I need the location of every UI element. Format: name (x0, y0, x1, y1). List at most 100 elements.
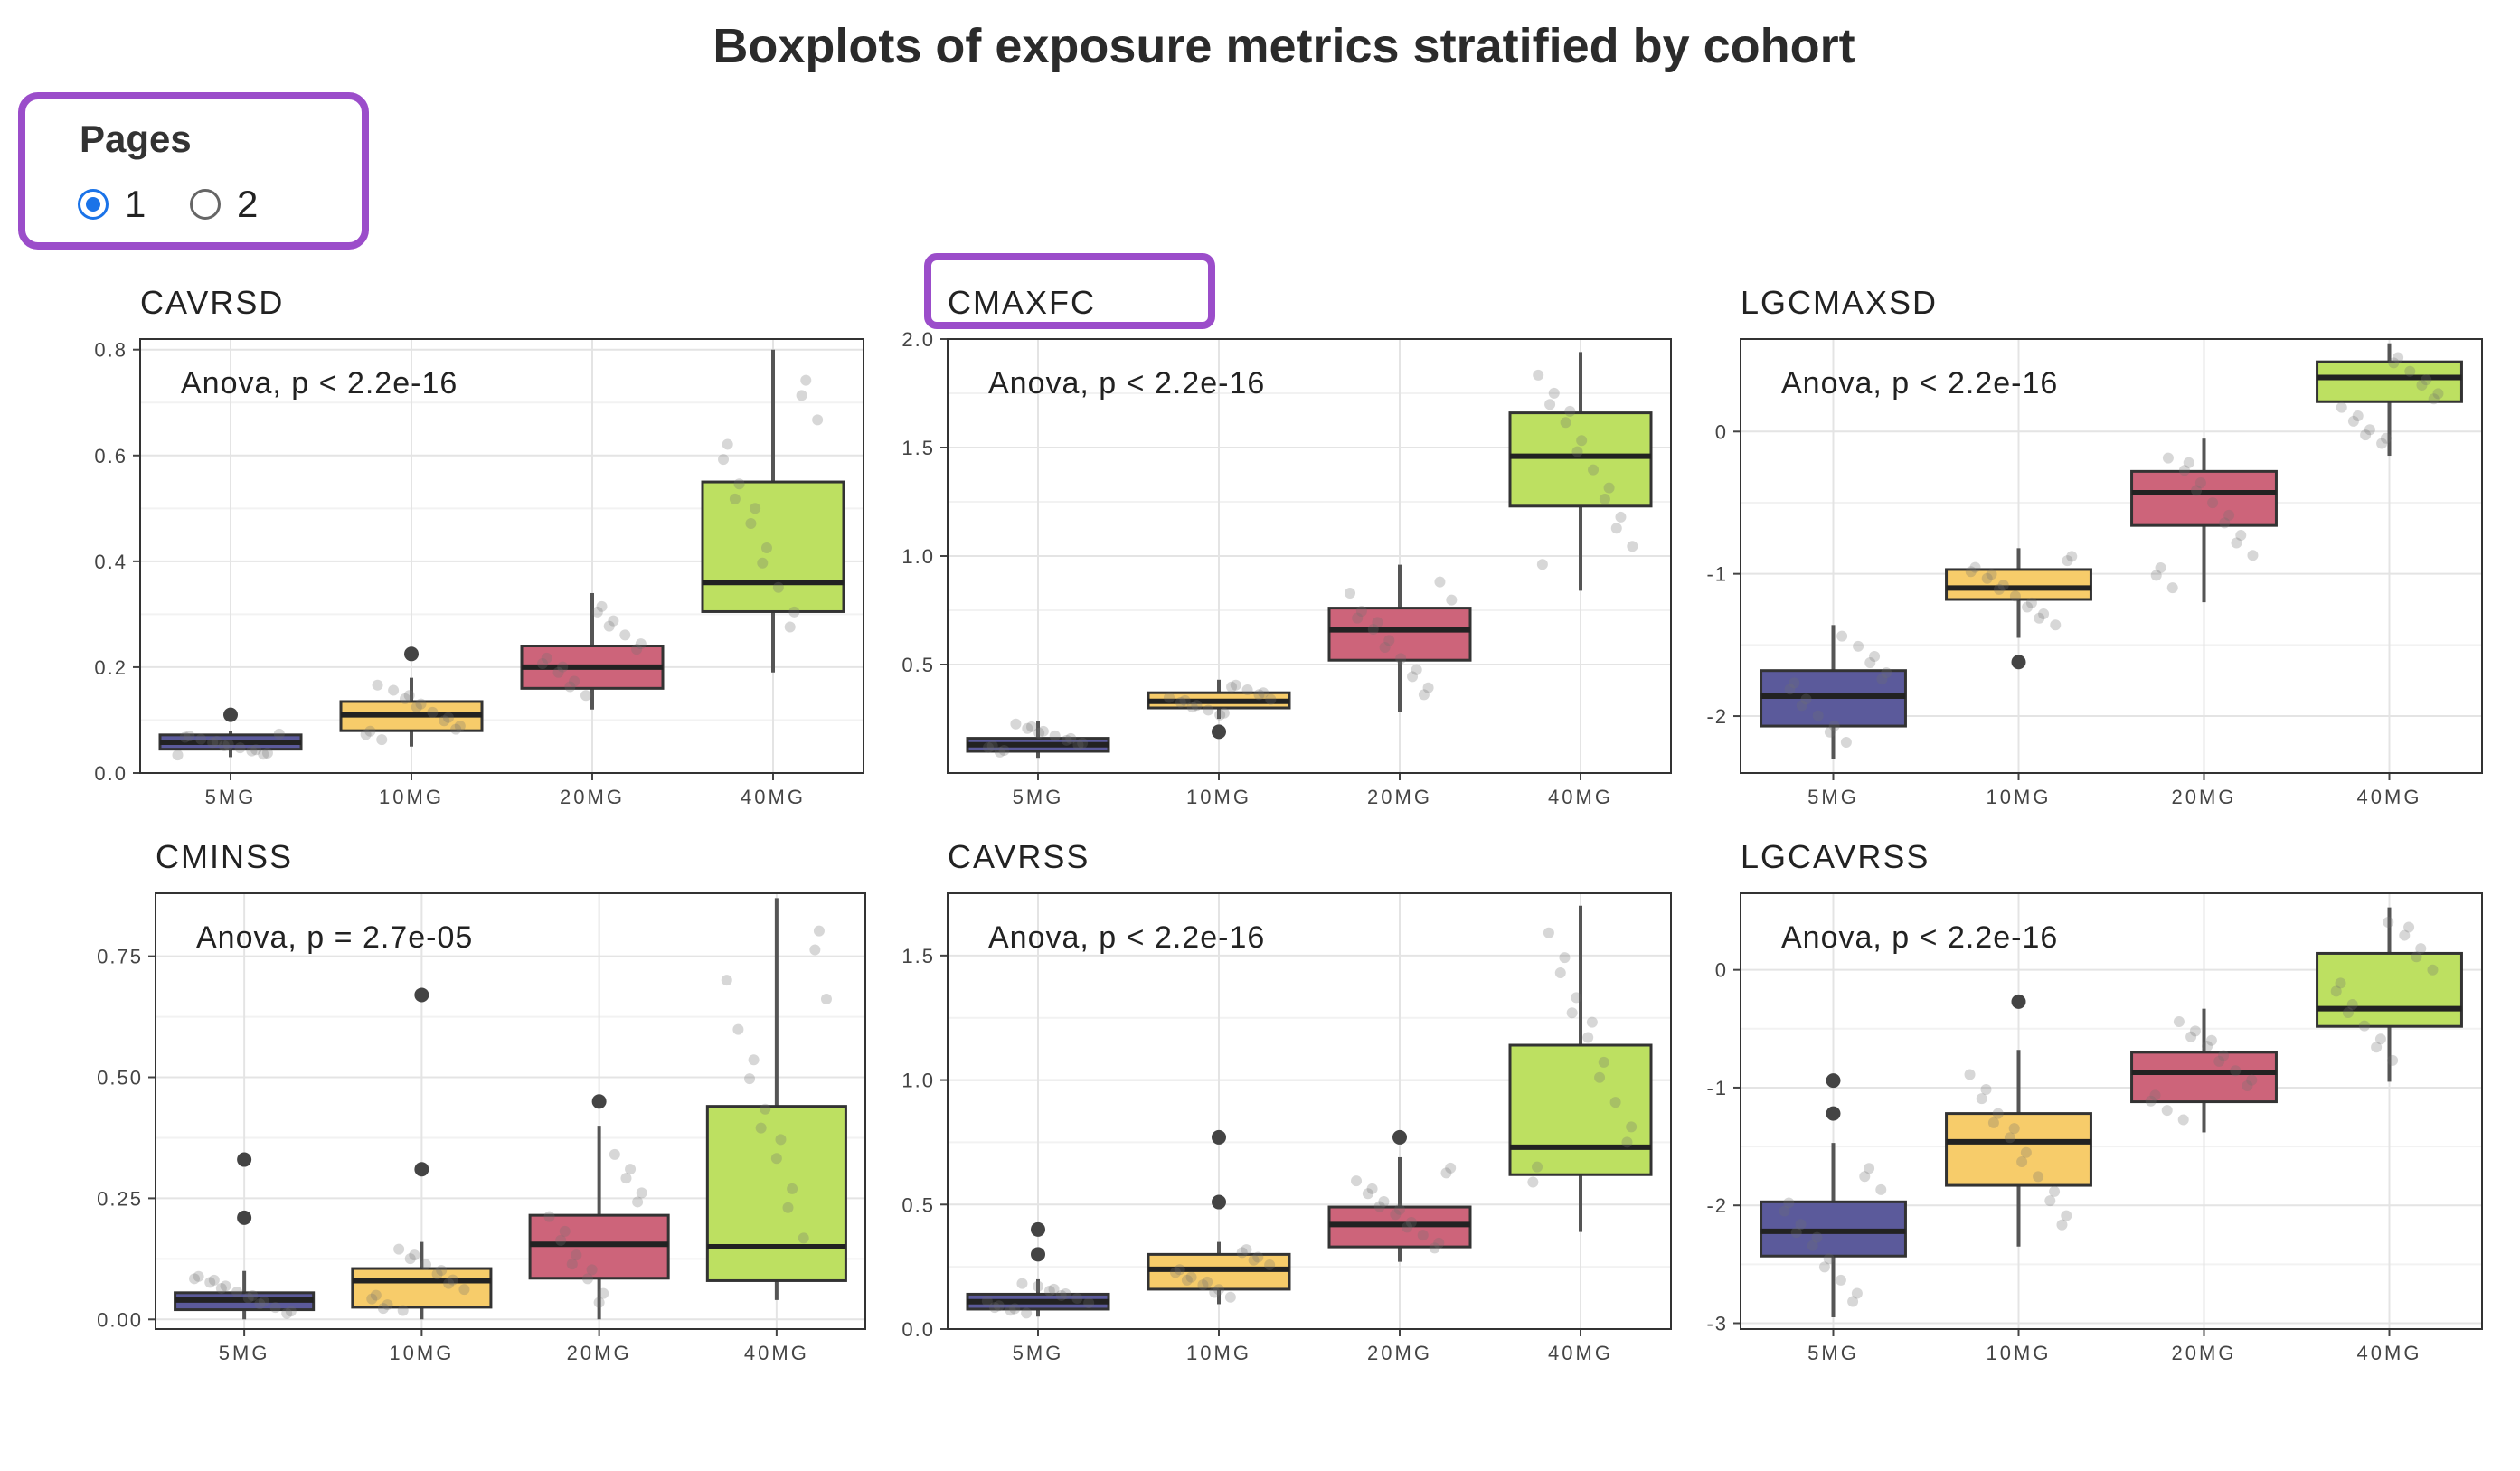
anova-annotation: Anova, p < 2.2e-16 (181, 366, 458, 401)
box-10mg (1147, 1129, 1291, 1305)
jitter-point (1055, 1289, 1067, 1301)
page-1-label: 1 (125, 183, 146, 225)
jitter-point (376, 734, 388, 746)
jitter-point (2191, 485, 2203, 496)
anova-annotation: Anova, p < 2.2e-16 (988, 366, 1265, 401)
x-tick-label: 5MG (1807, 1342, 1859, 1364)
jitter-point (1065, 732, 1077, 744)
jitter-point (2393, 352, 2404, 363)
jitter-point (2336, 401, 2347, 413)
x-tick-label: 40MG (2357, 786, 2422, 808)
jitter-point (569, 675, 580, 687)
jitter-point (2016, 1155, 2028, 1167)
radio-button-unchecked-icon[interactable] (190, 189, 221, 220)
jitter-point (729, 493, 741, 504)
jitter-point (2421, 374, 2432, 386)
jitter-point (1236, 1247, 1248, 1259)
jitter-point (1072, 739, 1084, 750)
jitter-point (564, 681, 576, 693)
jitter-point (1379, 642, 1391, 654)
page-2-radio-option[interactable]: 2 (190, 183, 258, 226)
jitter-point (1214, 709, 1226, 721)
y-tick-label: 1.0 (901, 545, 935, 568)
jitter-point (1851, 1287, 1863, 1299)
box-body (1945, 568, 2092, 601)
jitter-point (1411, 664, 1422, 675)
jitter-point (1823, 1253, 1835, 1265)
x-tick-label: 10MG (1987, 1342, 2052, 1364)
jitter-point (2178, 465, 2190, 476)
x-tick-label: 40MG (744, 1342, 809, 1364)
page-title: Boxplots of exposure metrics stratified … (713, 19, 1855, 73)
jitter-point (1218, 707, 1230, 719)
jitter-point (1252, 1251, 1264, 1263)
jitter-point (2034, 612, 2045, 624)
box-5mg (1760, 1073, 1907, 1317)
page-1-radio-option[interactable]: 1 (78, 183, 146, 226)
jitter-point (2218, 1050, 2230, 1061)
anova-annotation: Anova, p = 2.7e-05 (196, 920, 473, 955)
jitter-point (1807, 1240, 1818, 1251)
jitter-point (718, 454, 730, 466)
jitter-point (1429, 1242, 1440, 1254)
jitter-point (620, 1173, 632, 1184)
jitter-point (1615, 511, 1627, 523)
jitter-point (2416, 379, 2428, 391)
jitter-point (1588, 464, 1600, 476)
box-5mg (1760, 625, 1907, 759)
x-tick-label: 20MG (567, 1342, 632, 1364)
jitter-point (2374, 1033, 2386, 1045)
jitter-point (2056, 1219, 2068, 1231)
jitter-point (1355, 606, 1367, 618)
outlier-point (2011, 655, 2026, 670)
box-10mg (1945, 548, 2092, 670)
x-tick-label: 5MG (1013, 1342, 1064, 1364)
y-tick-label: 0.2 (94, 656, 127, 679)
jitter-point (258, 1296, 269, 1307)
jitter-point (1993, 583, 2005, 595)
jitter-point (1005, 1305, 1016, 1316)
jitter-point (2066, 551, 2078, 562)
jitter-point (281, 1307, 293, 1319)
jitter-point (2207, 497, 2219, 509)
jitter-point (1796, 700, 1807, 712)
jitter-point (2247, 550, 2259, 561)
radio-button-checked-icon[interactable] (78, 189, 109, 220)
jitter-point (2432, 388, 2444, 400)
jitter-point (566, 1259, 578, 1270)
jitter-point (748, 1054, 760, 1066)
panel-border (1740, 338, 2483, 774)
jitter-point (1554, 967, 1566, 979)
jitter-point (2161, 1105, 2173, 1117)
box-40mg (2316, 343, 2463, 457)
jitter-point (1790, 1227, 1802, 1239)
jitter-point (1390, 1209, 1402, 1221)
jitter-point (1576, 435, 1588, 447)
jitter-point (1800, 693, 1812, 705)
x-tick-label: 20MG (2172, 1342, 2237, 1364)
jitter-point (788, 606, 800, 618)
box-10mg (351, 987, 493, 1320)
jitter-point (998, 744, 1010, 756)
jitter-point (1164, 692, 1175, 703)
jitter-point (2049, 1185, 2061, 1197)
jitter-point (798, 1232, 809, 1244)
jitter-point (2033, 1171, 2044, 1183)
jitter-point (1853, 640, 1864, 652)
y-tick-label: 0.0 (94, 762, 127, 785)
box-40mg (2316, 907, 2463, 1082)
x-tick-label: 40MG (2357, 1342, 2422, 1364)
jitter-point (269, 1302, 281, 1314)
jitter-point (1362, 1188, 1373, 1200)
box-20mg (2130, 1008, 2278, 1133)
jitter-point (1560, 417, 1571, 429)
jitter-point (2205, 1034, 2217, 1046)
jitter-point (1571, 992, 1582, 1004)
y-tick-label: -1 (1706, 1077, 1728, 1099)
jitter-point (775, 1134, 787, 1146)
jitter-point (770, 1153, 782, 1165)
jitter-point (2155, 561, 2166, 573)
jitter-point (250, 744, 262, 756)
jitter-point (1594, 1071, 1606, 1083)
box-body (2316, 951, 2463, 1028)
